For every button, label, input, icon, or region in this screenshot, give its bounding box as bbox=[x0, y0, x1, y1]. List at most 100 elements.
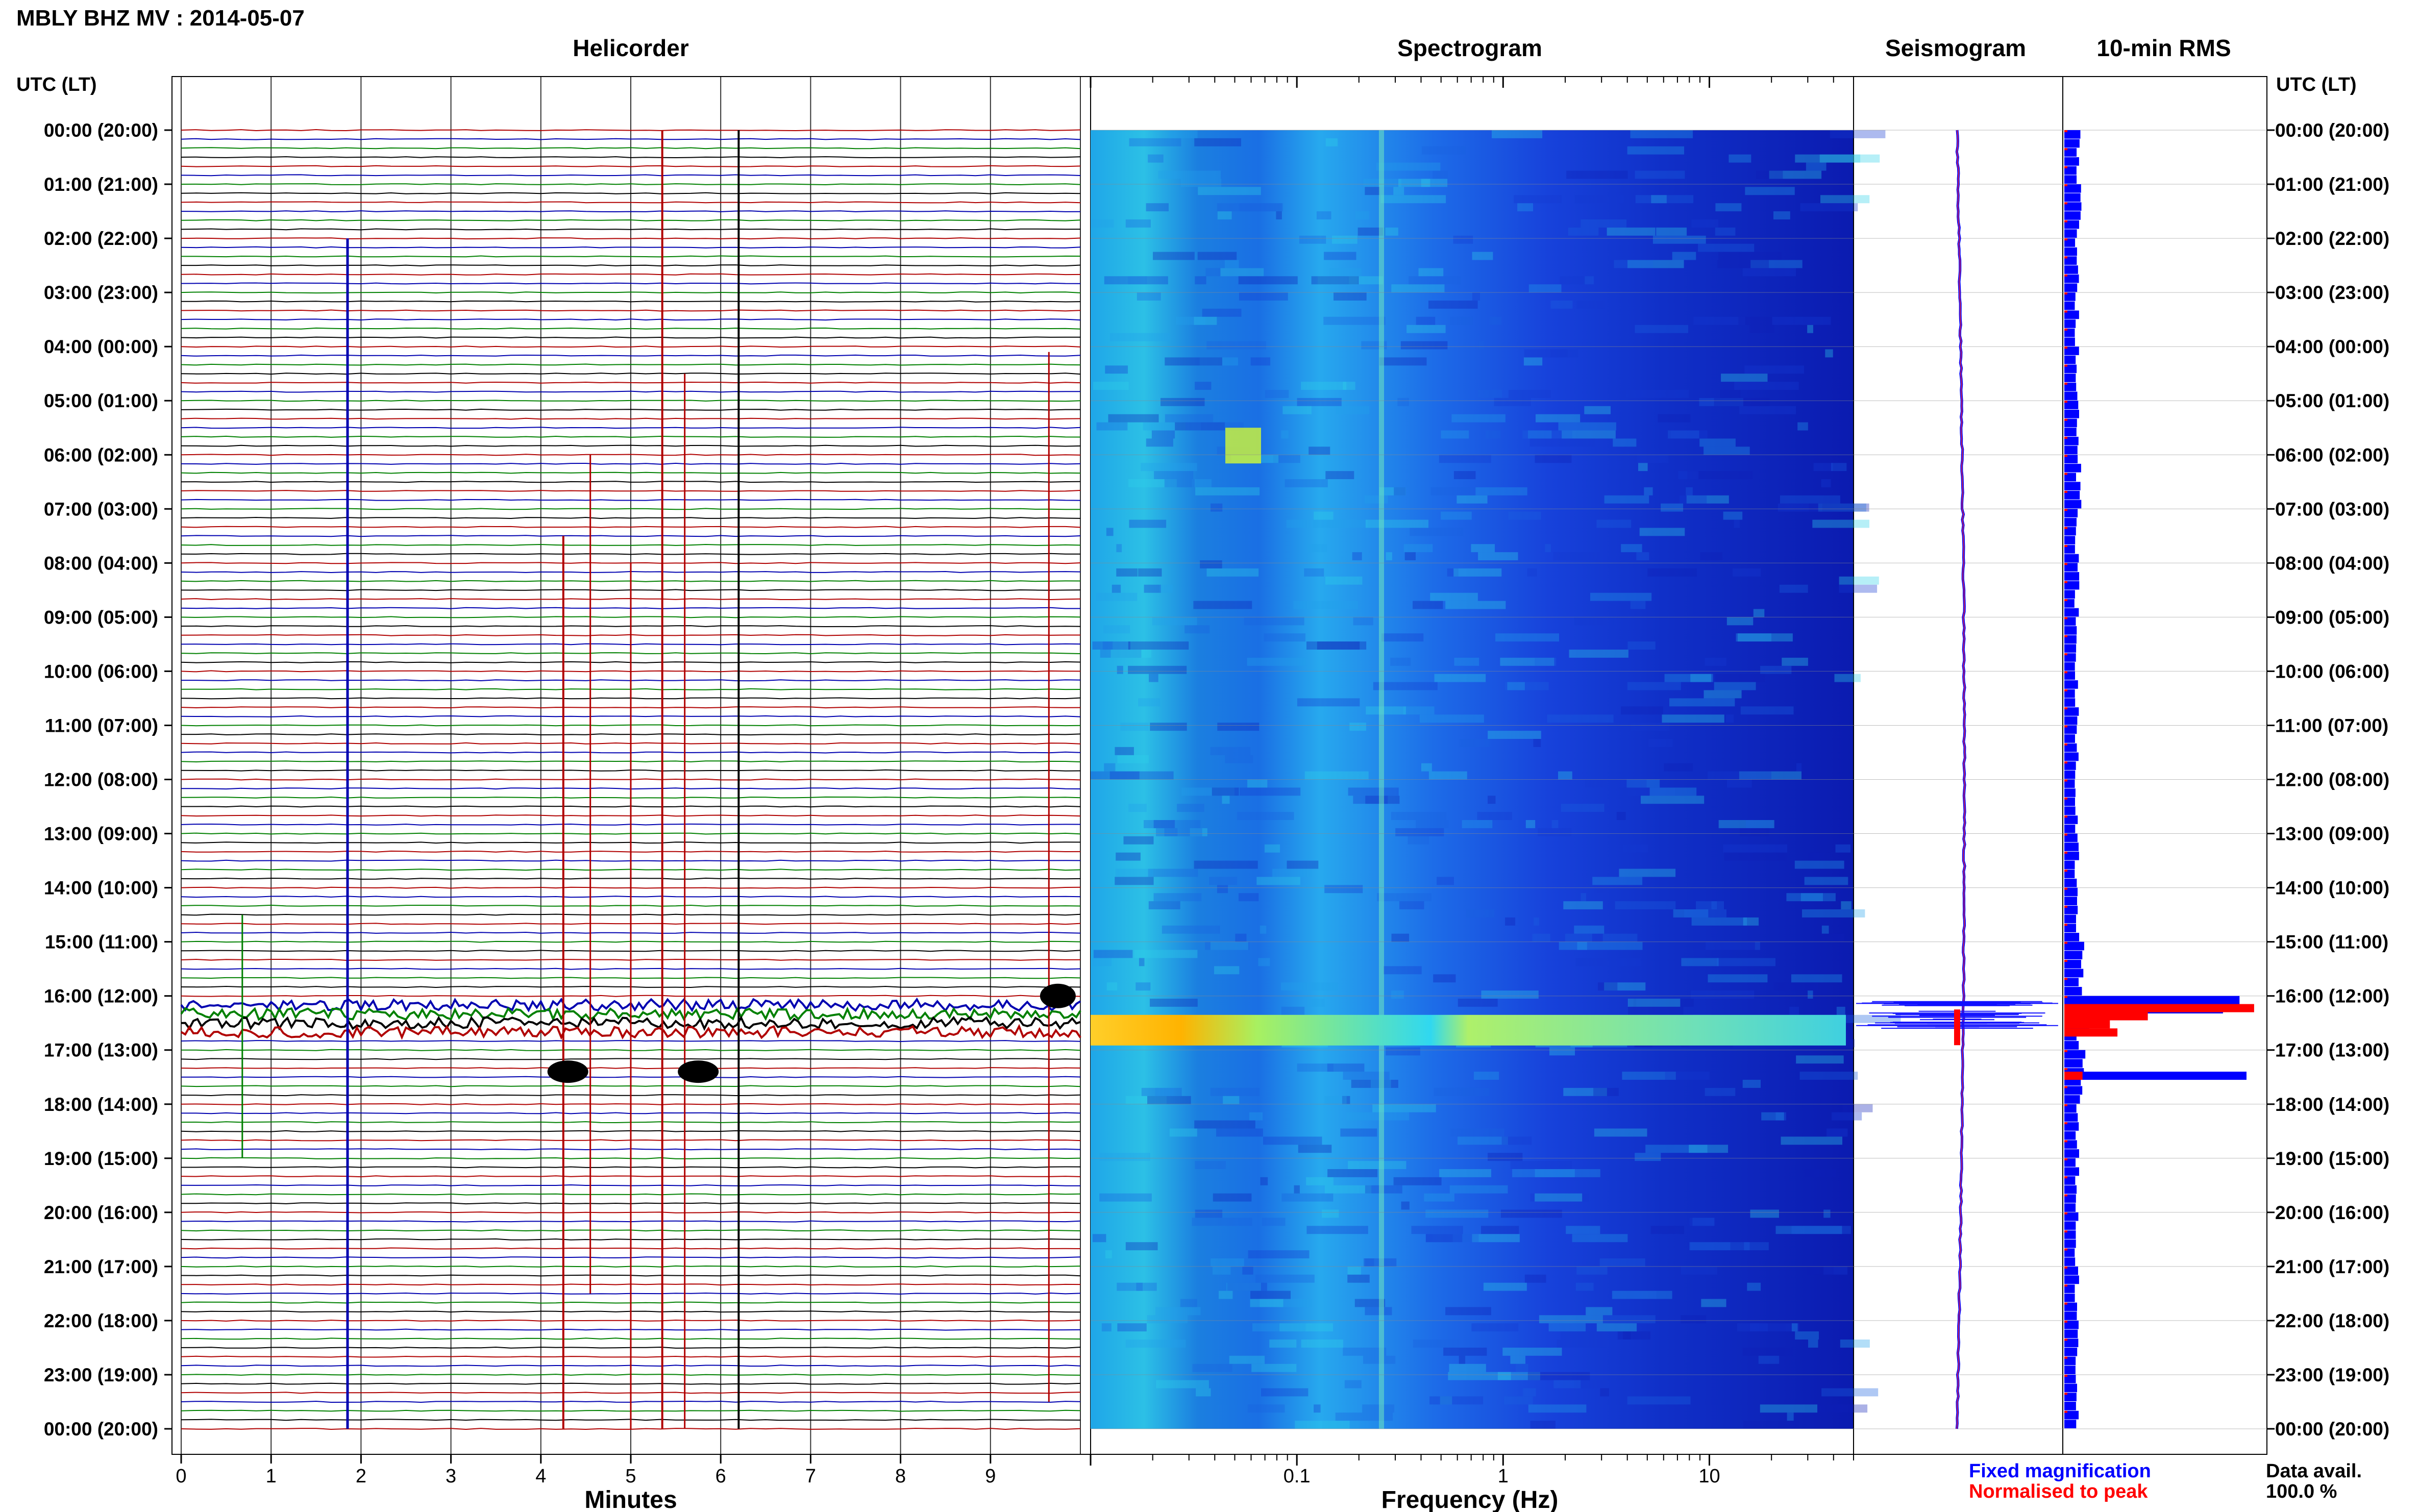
spectrogram-cell bbox=[1549, 1047, 1575, 1056]
spectrogram-cell bbox=[1128, 804, 1147, 812]
spectrogram-cell bbox=[1136, 1282, 1157, 1291]
spectrogram-cell bbox=[1301, 382, 1346, 390]
spectrogram-cell bbox=[1453, 471, 1476, 479]
spectrogram-cell bbox=[1740, 706, 1794, 715]
rms-bar bbox=[2064, 743, 2077, 752]
rms-bar bbox=[2064, 1059, 2083, 1068]
spectrogram-cell bbox=[1590, 592, 1652, 601]
spectrogram-cell bbox=[1665, 1072, 1710, 1080]
spectrogram-cell bbox=[1192, 1364, 1232, 1372]
spectrogram-cell bbox=[1149, 674, 1158, 682]
rms-normalised-mark bbox=[2064, 1339, 2067, 1341]
spectrogram-cell bbox=[1477, 812, 1512, 820]
spectrogram-cell bbox=[1399, 901, 1424, 909]
spectrogram-cell bbox=[1769, 170, 1822, 179]
rms-bar bbox=[2064, 608, 2079, 617]
spectrogram-cell bbox=[1500, 1209, 1562, 1218]
spectrogram-cell bbox=[1527, 568, 1537, 577]
rms-bar bbox=[2064, 482, 2081, 490]
spectrogram-cell bbox=[1535, 1169, 1600, 1177]
spectrogram-cell bbox=[1210, 941, 1248, 950]
spectrogram-cell bbox=[1724, 852, 1787, 861]
spectrogram-cell bbox=[1714, 682, 1756, 690]
helicorder-trace bbox=[181, 318, 1081, 321]
spectrogram-cell bbox=[1143, 422, 1201, 431]
rms-bar bbox=[2064, 545, 2075, 554]
rms-normalised-mark bbox=[2064, 1032, 2067, 1034]
spectrogram-cell bbox=[1137, 292, 1161, 301]
spectrogram-cell bbox=[1376, 162, 1441, 171]
spectrogram-cell bbox=[1449, 1185, 1508, 1194]
spectrogram-cell bbox=[1736, 633, 1771, 642]
rms-normalised-mark bbox=[2064, 689, 2067, 691]
helicorder-trace bbox=[181, 363, 1081, 366]
spectrogram-cell bbox=[1553, 1380, 1581, 1389]
minute-tick-label: 5 bbox=[625, 1466, 636, 1487]
spectrogram-cell bbox=[1280, 982, 1338, 991]
spectrogram-cell bbox=[1235, 933, 1247, 942]
spectrogram-cell bbox=[1306, 641, 1367, 650]
spectrogram-cell bbox=[1193, 601, 1252, 609]
spectrogram-cell bbox=[1671, 430, 1708, 439]
spectrogram-cell bbox=[1645, 1145, 1708, 1153]
time-label-right: 00:00 (20:00) bbox=[2275, 120, 2389, 141]
time-label-right: 13:00 (09:00) bbox=[2275, 824, 2389, 845]
spectrogram-cell bbox=[1711, 901, 1717, 909]
spectrogram-cell bbox=[1391, 933, 1410, 942]
spectrogram-cell bbox=[1434, 674, 1486, 682]
spectrogram-cell bbox=[1699, 438, 1736, 447]
spectrogram-cell bbox=[1453, 568, 1502, 577]
spectrogram-cell bbox=[1523, 1388, 1536, 1397]
time-label-left: 07:00 (03:00) bbox=[44, 499, 158, 519]
spectrogram-cell bbox=[1627, 146, 1684, 155]
helicorder-trace bbox=[181, 490, 1081, 492]
helicorder-trace bbox=[181, 129, 1081, 132]
time-label-left: 15:00 (11:00) bbox=[45, 932, 158, 953]
spectrogram-cell bbox=[1619, 869, 1676, 877]
spectrogram-cell bbox=[1458, 1136, 1508, 1145]
time-label-right: 20:00 (16:00) bbox=[2275, 1202, 2389, 1223]
spectrogram-cell bbox=[1563, 1087, 1607, 1096]
spectrogram-cell bbox=[1773, 982, 1818, 991]
spectrogram-cell bbox=[1639, 528, 1685, 536]
rms-normalised-mark bbox=[2064, 1050, 2067, 1052]
spectrogram-panel-title: Spectrogram bbox=[1397, 35, 1542, 61]
spectrogram-cell bbox=[1623, 844, 1648, 853]
spectrogram-cell bbox=[1342, 1096, 1350, 1104]
rms-bar bbox=[2064, 364, 2077, 374]
rms-normalised-mark bbox=[2064, 1393, 2067, 1395]
rms-bar bbox=[2064, 1095, 2080, 1104]
rms-normalised-mark bbox=[2064, 455, 2067, 457]
spectrogram-cell bbox=[1195, 276, 1206, 285]
helicorder-trace bbox=[181, 210, 1081, 213]
spectrogram-cell bbox=[1760, 665, 1792, 674]
spectrogram-cell bbox=[1698, 243, 1755, 252]
spectrogram-cell bbox=[1117, 1282, 1143, 1291]
spectrogram-cell bbox=[1418, 268, 1444, 277]
spectrogram-cell bbox=[1169, 1128, 1197, 1137]
spectrogram-cell bbox=[1760, 1404, 1817, 1413]
spectrogram-cell bbox=[1429, 1396, 1484, 1405]
spectrogram-cell bbox=[1743, 1421, 1799, 1429]
rms-bar bbox=[2064, 346, 2079, 355]
spectrogram-cell bbox=[1317, 276, 1384, 285]
spectrogram-cell bbox=[1750, 1209, 1779, 1218]
rms-bar bbox=[2064, 644, 2077, 653]
rms-bar bbox=[2064, 680, 2078, 689]
spectrogram-cell bbox=[1125, 1096, 1167, 1104]
spectrogram-cell bbox=[1153, 252, 1195, 260]
rms-normalised-mark bbox=[2064, 292, 2067, 295]
spectrogram-cell bbox=[1260, 1177, 1268, 1185]
rms-bar bbox=[2064, 924, 2076, 932]
spectrogram-cell bbox=[1574, 925, 1605, 934]
spectrogram-cell bbox=[1661, 503, 1684, 512]
time-label-left: 22:00 (18:00) bbox=[44, 1310, 158, 1331]
spectrogram-cell bbox=[1269, 1340, 1297, 1348]
spectrogram-cell bbox=[1281, 1193, 1334, 1202]
spectrogram-cell bbox=[1252, 1323, 1306, 1332]
rms-bar bbox=[2064, 148, 2077, 157]
spectrogram-cell bbox=[1596, 519, 1632, 528]
spectrogram-cell bbox=[1324, 1096, 1347, 1104]
rms-bar bbox=[2064, 1230, 2076, 1239]
spectrogram-cell bbox=[1150, 723, 1187, 731]
